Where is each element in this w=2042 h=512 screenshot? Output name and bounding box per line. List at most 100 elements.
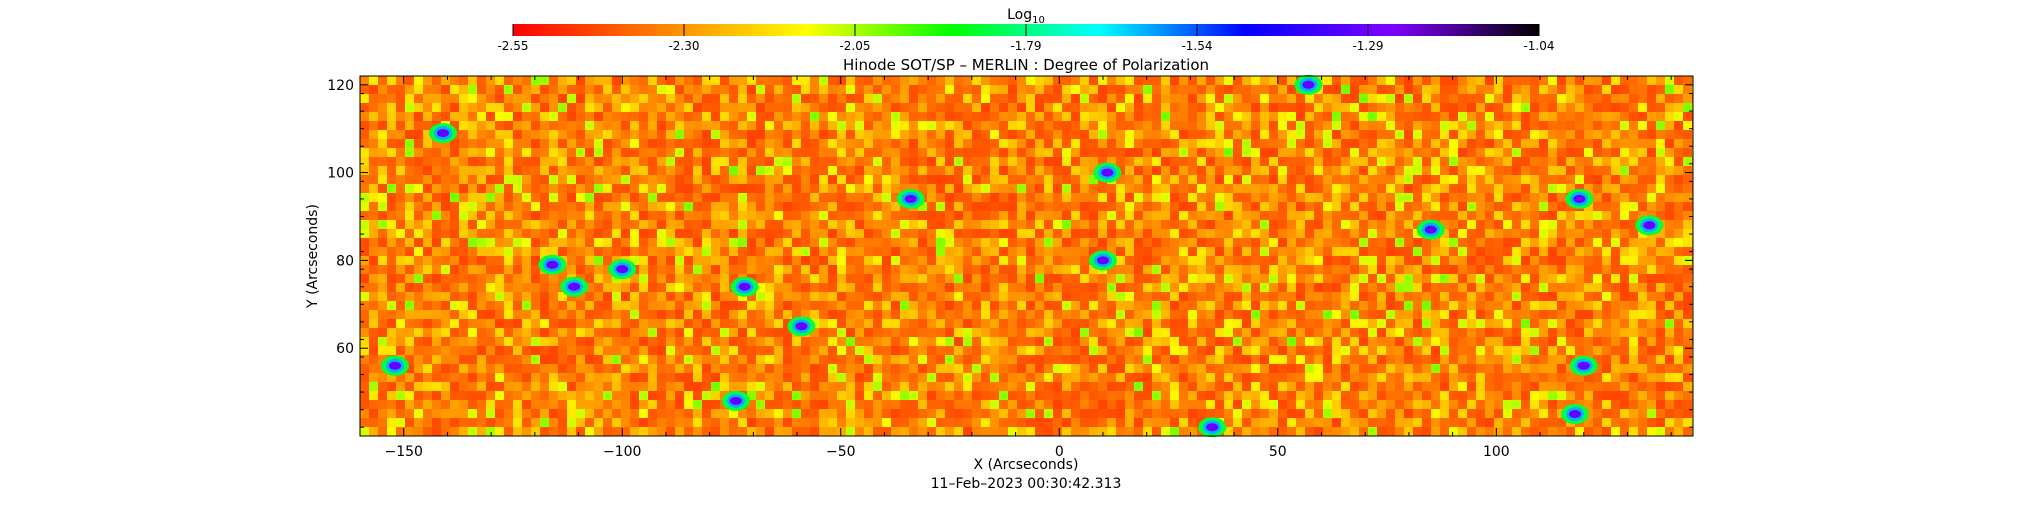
heatmap-cell xyxy=(387,148,396,157)
heatmap-cell xyxy=(432,355,441,364)
heatmap-cell xyxy=(873,265,882,274)
heatmap-cell xyxy=(567,337,576,346)
heatmap-cell xyxy=(1170,238,1179,247)
heatmap-cell xyxy=(702,193,711,202)
heatmap-cell xyxy=(1593,328,1602,337)
heatmap-cell xyxy=(1053,76,1062,85)
heatmap-cell xyxy=(432,139,441,148)
heatmap-cell xyxy=(1602,283,1611,292)
heatmap-cell xyxy=(612,121,621,130)
heatmap-cell xyxy=(1233,121,1242,130)
heatmap-cell xyxy=(405,202,414,211)
heatmap-cell xyxy=(1683,319,1692,328)
heatmap-cell xyxy=(1278,112,1287,121)
heatmap-cell xyxy=(1341,103,1350,112)
heatmap-cell xyxy=(729,256,738,265)
heatmap-cell xyxy=(657,175,666,184)
heatmap-cell xyxy=(396,175,405,184)
heatmap-cell xyxy=(1035,193,1044,202)
heatmap-cell xyxy=(486,175,495,184)
heatmap-cell xyxy=(1170,94,1179,103)
heatmap-cell xyxy=(981,157,990,166)
heatmap-cell xyxy=(621,76,630,85)
heatmap-cell xyxy=(675,148,684,157)
heatmap-cell xyxy=(432,112,441,121)
heatmap-cell xyxy=(504,328,513,337)
heatmap-cell xyxy=(891,328,900,337)
heatmap-cell xyxy=(765,256,774,265)
heatmap-cell xyxy=(864,310,873,319)
heatmap-cell xyxy=(657,139,666,148)
heatmap-cell xyxy=(963,229,972,238)
heatmap-cell xyxy=(531,310,540,319)
heatmap-cell xyxy=(657,292,666,301)
heatmap-cell xyxy=(1206,283,1215,292)
heatmap-cell xyxy=(648,373,657,382)
heatmap-cell xyxy=(720,121,729,130)
heatmap-cell xyxy=(459,184,468,193)
heatmap-cell xyxy=(819,337,828,346)
heatmap-cell xyxy=(1368,292,1377,301)
heatmap-cell xyxy=(423,238,432,247)
heatmap-cell xyxy=(1386,121,1395,130)
heatmap-cell xyxy=(810,175,819,184)
heatmap-cell xyxy=(558,337,567,346)
heatmap-cell xyxy=(1098,292,1107,301)
heatmap-cell xyxy=(639,166,648,175)
heatmap-cell xyxy=(450,76,459,85)
heatmap-cell xyxy=(1647,94,1656,103)
heatmap-cell xyxy=(1125,310,1134,319)
heatmap-cell xyxy=(1377,166,1386,175)
heatmap-cell xyxy=(1629,94,1638,103)
heatmap-cell xyxy=(1044,247,1053,256)
heatmap-cell xyxy=(1584,130,1593,139)
heatmap-cell xyxy=(1557,319,1566,328)
heatmap-cell xyxy=(1251,238,1260,247)
heatmap-cell xyxy=(1260,337,1269,346)
heatmap-cell xyxy=(1404,238,1413,247)
heatmap-cell xyxy=(711,283,720,292)
heatmap-cell xyxy=(855,103,864,112)
heatmap-cell xyxy=(1674,238,1683,247)
heatmap-cell xyxy=(666,211,675,220)
heatmap-cell xyxy=(909,364,918,373)
heatmap-cell xyxy=(945,175,954,184)
heatmap-cell xyxy=(828,355,837,364)
heatmap-cell xyxy=(486,274,495,283)
heatmap-cell xyxy=(1017,355,1026,364)
heatmap-cell xyxy=(1071,319,1080,328)
heatmap-cell xyxy=(522,157,531,166)
heatmap-cell xyxy=(756,373,765,382)
heatmap-cell xyxy=(612,202,621,211)
heatmap-cell xyxy=(405,193,414,202)
heatmap-cell xyxy=(1602,139,1611,148)
heatmap-cell xyxy=(1098,355,1107,364)
heatmap-cell xyxy=(1188,175,1197,184)
heatmap-cell xyxy=(414,310,423,319)
heatmap-cell xyxy=(522,283,531,292)
heatmap-cell xyxy=(531,247,540,256)
heatmap-cell xyxy=(414,265,423,274)
heatmap-cell xyxy=(477,274,486,283)
heatmap-cell xyxy=(1368,139,1377,148)
heatmap-cell xyxy=(1422,292,1431,301)
heatmap-cell xyxy=(486,247,495,256)
heatmap-cell xyxy=(1467,256,1476,265)
heatmap-cell xyxy=(684,157,693,166)
heatmap-cell xyxy=(702,238,711,247)
heatmap-cell xyxy=(1269,283,1278,292)
heatmap-cell xyxy=(1683,220,1692,229)
heatmap-cell xyxy=(846,238,855,247)
heatmap-cell xyxy=(1638,256,1647,265)
heatmap-cell xyxy=(846,175,855,184)
heatmap-cell xyxy=(504,184,513,193)
heatmap-cell xyxy=(1269,130,1278,139)
colorbar-tick-label: -2.05 xyxy=(839,39,870,53)
heatmap-cell xyxy=(1575,283,1584,292)
heatmap-cell xyxy=(1143,346,1152,355)
heatmap-cell xyxy=(432,292,441,301)
heatmap-cell xyxy=(1287,337,1296,346)
heatmap-cell xyxy=(1620,265,1629,274)
heatmap-cell xyxy=(864,76,873,85)
heatmap-cell xyxy=(513,292,522,301)
